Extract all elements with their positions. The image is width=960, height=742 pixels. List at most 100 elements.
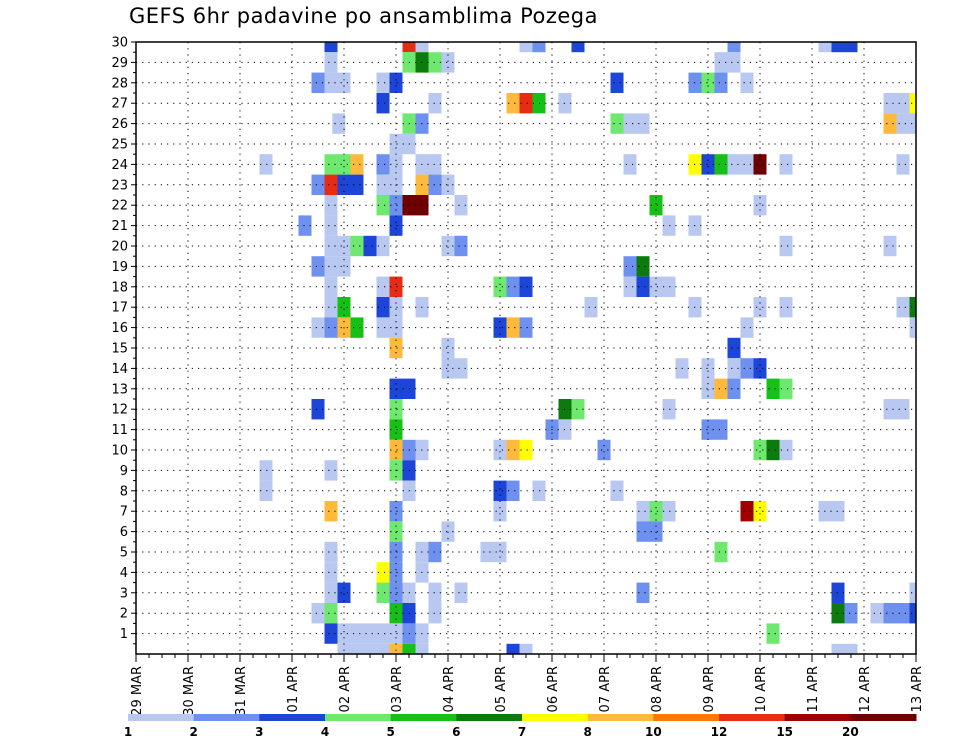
heatmap-cell: [389, 337, 403, 359]
heatmap-cell: [701, 154, 715, 175]
heatmap-cell: [714, 52, 728, 73]
legend-label: 20: [842, 725, 859, 739]
heatmap-cell: [324, 297, 338, 318]
heatmap-cell: [506, 317, 520, 338]
heatmap-cell: [389, 133, 403, 155]
heatmap-cell: [896, 113, 910, 134]
x-axis: 29 MAR 30 MAR 31 MAR 01 APR 02 APR 03 APR 04 A…: [130, 654, 925, 716]
heatmap-cells: [259, 42, 916, 654]
heatmap-cell: [896, 93, 910, 114]
heatmap-cell: [909, 582, 916, 603]
heatmap-cell: [727, 52, 741, 73]
heatmap-cell: [610, 72, 624, 93]
heatmap-cell: [740, 72, 754, 93]
heatmap-cell: [753, 358, 767, 379]
heatmap-cell: [623, 256, 637, 277]
heatmap-cell: [324, 52, 338, 73]
color-legend: 1 2 3 4 5 6 7 8 10 12 15 20: [124, 714, 917, 739]
x-tick-label: 09 APR: [702, 666, 717, 712]
heatmap-cell: [701, 378, 715, 399]
heatmap-cell: [389, 623, 403, 644]
y-tick-label: 24: [111, 158, 128, 173]
heatmap-cell: [428, 154, 442, 175]
heatmap-cell: [662, 215, 676, 236]
heatmap-cell: [896, 399, 910, 420]
heatmap-cell: [883, 113, 897, 134]
heatmap-cell: [519, 42, 533, 53]
heatmap-cell: [714, 419, 728, 440]
heatmap-cell: [332, 113, 346, 134]
heatmap-cell: [324, 235, 338, 257]
heatmap-cell: [428, 174, 442, 195]
heatmap-cell: [376, 72, 390, 93]
heatmap-cell: [389, 541, 403, 563]
heatmap-cell: [376, 276, 390, 297]
legend-label: 7: [518, 725, 526, 739]
heatmap-cell: [506, 276, 520, 297]
heatmap-cell: [493, 439, 507, 461]
heatmap-cell: [636, 521, 650, 542]
chart-title: GEFS 6hr padavine po ansamblima Pozega: [129, 4, 599, 28]
y-tick-label: 29: [111, 56, 128, 71]
heatmap-cell: [350, 174, 364, 195]
y-tick-label: 13: [111, 382, 128, 397]
legend-label: 4: [321, 725, 329, 739]
gridlines: [136, 42, 916, 654]
legend-swatch: [456, 714, 523, 721]
heatmap-cell: [441, 358, 455, 379]
heatmap-cell: [701, 72, 715, 93]
y-tick-label: 3: [120, 586, 128, 601]
legend-swatch: [325, 714, 392, 721]
x-tick-label: 10 APR: [754, 666, 769, 712]
heatmap-cell: [831, 603, 845, 624]
heatmap-cell: [311, 256, 325, 277]
y-tick-label: 16: [111, 321, 128, 336]
y-tick-label: 23: [111, 178, 128, 193]
heatmap-cell: [350, 317, 364, 338]
legend-label: 6: [452, 725, 460, 739]
heatmap-cell: [636, 276, 650, 297]
heatmap-cell: [389, 154, 403, 175]
legend-swatch: [719, 714, 786, 721]
legend-swatch: [850, 714, 917, 721]
heatmap-cell: [662, 399, 676, 420]
heatmap-cell: [636, 113, 650, 134]
heatmap-cell: [415, 643, 429, 654]
heatmap-cell: [376, 154, 390, 175]
heatmap-cell: [337, 154, 351, 175]
heatmap-cell: [324, 460, 338, 481]
heatmap-cell: [389, 419, 403, 440]
legend-label: 12: [711, 725, 728, 739]
y-tick-label: 9: [120, 464, 128, 479]
heatmap-cell: [519, 439, 533, 461]
heatmap-cell: [324, 541, 338, 563]
heatmap-cell: [324, 317, 338, 338]
x-tick-label: 06 APR: [546, 666, 561, 712]
heatmap-cell: [844, 603, 858, 624]
heatmap-cell: [883, 235, 897, 257]
heatmap-cell: [727, 378, 741, 399]
heatmap-cell: [831, 643, 845, 654]
heatmap-cell: [376, 174, 390, 195]
heatmap-cell: [896, 297, 910, 318]
heatmap-cell: [649, 195, 663, 216]
heatmap-cell: [701, 358, 715, 379]
heatmap-cell: [402, 643, 416, 654]
y-tick-label: 2: [120, 607, 128, 622]
heatmap-cell: [324, 562, 338, 583]
heatmap-cell: [740, 154, 754, 175]
heatmap-cell: [662, 501, 676, 522]
heatmap-cell: [714, 378, 728, 399]
heatmap-cell: [480, 541, 494, 563]
x-tick-label: 29 MAR: [130, 666, 145, 716]
x-tick-label: 12 APR: [858, 666, 873, 712]
y-tick-label: 19: [111, 260, 128, 275]
heatmap-cell: [454, 582, 468, 603]
heatmap-cell: [389, 643, 403, 654]
heatmap-cell: [623, 276, 637, 297]
legend-label: 1: [124, 725, 132, 739]
heatmap-cell: [389, 501, 403, 522]
heatmap-cell: [571, 399, 585, 420]
heatmap-cell: [896, 154, 910, 175]
